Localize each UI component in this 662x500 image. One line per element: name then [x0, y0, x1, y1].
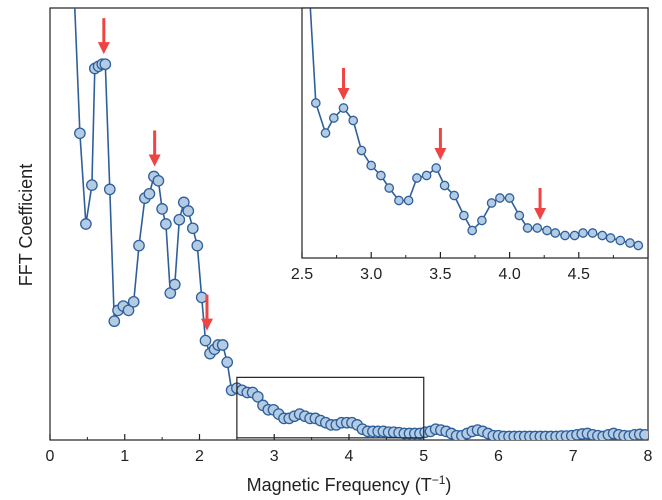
- data-point: [152, 174, 165, 187]
- inset-series-points: [310, 98, 644, 251]
- x-axis-unit-close: ): [445, 475, 451, 495]
- x-axis-title: Magnetic Frequency (T−1): [247, 473, 452, 495]
- data-point: [412, 173, 422, 183]
- data-point: [633, 240, 644, 251]
- data-point: [459, 210, 469, 221]
- peak-arrow: [200, 294, 213, 331]
- data-point: [542, 225, 552, 236]
- data-point: [587, 228, 598, 238]
- data-point: [366, 160, 377, 171]
- data-point: [605, 233, 616, 243]
- inset-x-tick-labels: 2.5 3.0 3.5 4.0 4.5: [291, 266, 590, 283]
- data-point: [597, 230, 608, 241]
- inset-x-ticks: [301, 252, 614, 258]
- data-point: [550, 228, 561, 238]
- data-point: [328, 113, 339, 123]
- data-point: [173, 213, 186, 226]
- main-plot: 0 1 2 3 4 5 6 7 8: [46, 7, 653, 465]
- x-tick-label: 7: [569, 448, 578, 465]
- data-point: [348, 115, 359, 126]
- data-point: [310, 98, 321, 108]
- x-tick-label: 4: [345, 448, 354, 465]
- y-axis-title: FFT Coefficient: [16, 164, 36, 286]
- data-point: [532, 223, 543, 233]
- main-x-tick-labels: 0 1 2 3 4 5 6 7 8: [46, 448, 653, 465]
- peak-arrow: [148, 130, 161, 167]
- data-point: [133, 239, 145, 252]
- data-point: [615, 235, 626, 246]
- data-point: [486, 198, 497, 208]
- peak-arrow: [434, 128, 447, 160]
- x-axis-unit: (T: [415, 475, 432, 495]
- data-point: [127, 295, 140, 308]
- main-peak-arrows: [97, 18, 213, 331]
- main-series-points: [74, 58, 648, 440]
- peak-arrow: [534, 188, 547, 220]
- data-point: [449, 190, 460, 201]
- data-point: [168, 278, 181, 291]
- data-point: [103, 183, 116, 196]
- data-point: [86, 179, 98, 191]
- x-tick-label: 4.5: [568, 266, 590, 283]
- data-point: [195, 291, 208, 304]
- data-point: [421, 170, 432, 181]
- data-point: [522, 223, 533, 233]
- x-tick-label: 6: [494, 448, 503, 465]
- x-axis-unit-exponent: −1: [432, 473, 446, 487]
- x-tick-label: 2: [195, 448, 204, 465]
- data-point: [216, 339, 229, 351]
- data-point: [403, 195, 414, 206]
- data-point: [477, 215, 487, 226]
- peak-arrow: [97, 18, 110, 55]
- data-point: [569, 230, 580, 241]
- x-tick-label: 2.5: [291, 266, 313, 283]
- inset-background: [302, 8, 648, 258]
- x-tick-label: 3.0: [360, 266, 382, 283]
- data-point: [376, 170, 386, 181]
- data-point: [122, 304, 135, 317]
- data-point: [99, 58, 112, 71]
- data-point: [384, 183, 395, 193]
- data-point: [356, 145, 367, 156]
- data-point: [186, 222, 199, 235]
- data-point: [504, 193, 515, 203]
- data-point: [394, 195, 404, 206]
- data-point: [156, 203, 168, 215]
- data-point: [431, 163, 442, 173]
- data-point: [143, 187, 156, 200]
- x-tick-label: 8: [644, 448, 653, 465]
- data-point: [639, 428, 648, 440]
- data-point: [495, 193, 505, 203]
- inset-plot: 2.5 3.0 3.5 4.0 4.5: [291, 7, 649, 283]
- data-point: [182, 205, 195, 217]
- data-point: [560, 230, 570, 241]
- data-point: [320, 128, 331, 138]
- data-point: [514, 210, 525, 221]
- x-tick-label: 5: [419, 448, 428, 465]
- x-axis-label: Magnetic Frequency: [247, 475, 410, 495]
- peak-arrow: [337, 68, 350, 100]
- x-tick-label: 1: [120, 448, 129, 465]
- x-tick-label: 3: [270, 448, 279, 465]
- data-point: [467, 225, 478, 236]
- x-tick-label: 3.5: [429, 266, 451, 283]
- data-point: [108, 315, 121, 328]
- zoom-region-box: [236, 376, 425, 439]
- data-point: [199, 334, 212, 347]
- data-point: [439, 180, 450, 191]
- data-point: [74, 127, 86, 140]
- data-point: [251, 390, 264, 403]
- inset-peak-arrows: [337, 68, 547, 220]
- data-point: [625, 238, 635, 248]
- data-point: [80, 218, 92, 230]
- data-point: [221, 356, 234, 369]
- x-tick-label: 0: [46, 448, 55, 465]
- x-tick-label: 4.0: [498, 266, 520, 283]
- data-point: [578, 228, 588, 238]
- data-point: [191, 239, 204, 252]
- data-point: [338, 103, 349, 113]
- data-point: [160, 218, 172, 230]
